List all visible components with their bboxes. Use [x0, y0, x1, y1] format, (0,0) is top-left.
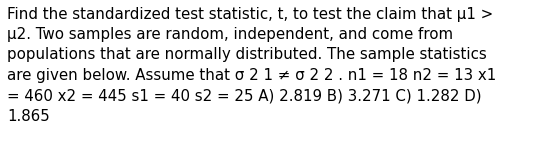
Text: Find the standardized test statistic, t, to test the claim that μ1 >
μ2. Two sam: Find the standardized test statistic, t,…	[7, 7, 497, 124]
